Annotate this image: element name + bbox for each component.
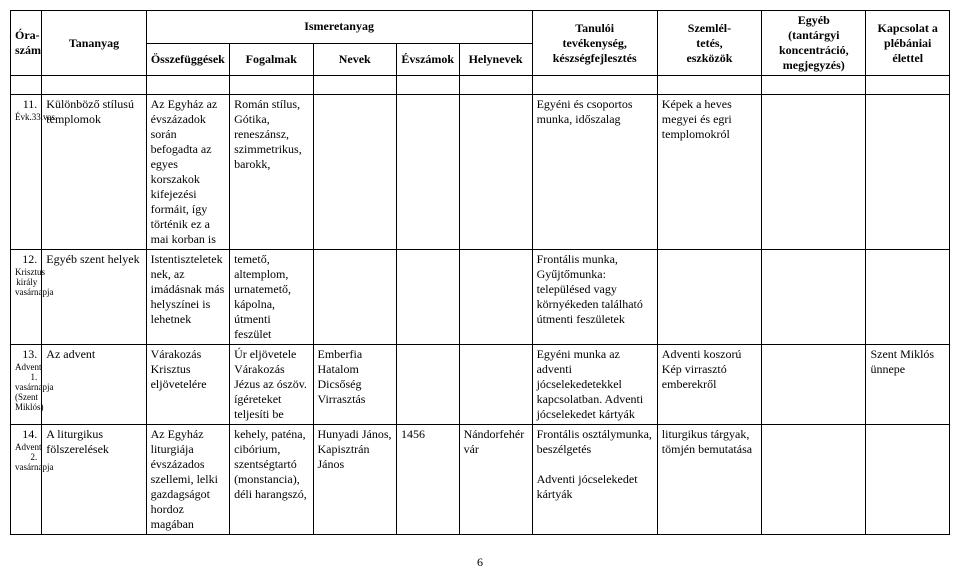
header-activity: Tanulóitevékenység,készségfejlesztés [532, 11, 657, 76]
cell-c4: 1456 [396, 425, 459, 535]
header-sub4: Évszámok [396, 43, 459, 76]
cell-c2: Román stílus, Gótika, reneszánsz, szimme… [230, 95, 313, 250]
cell-c1: Várakozás Krisztus eljövetelére [146, 345, 229, 425]
cell-topic: Az advent [42, 345, 146, 425]
row-sub: Krisztus király vasárnapja [15, 267, 37, 297]
cell-tools: Képek a heves megyei és egri templomokró… [657, 95, 761, 250]
header-sub3: Nevek [313, 43, 396, 76]
cell-other [762, 425, 866, 535]
cell-life [866, 95, 950, 250]
cell-life: Szent Miklós ünnepe [866, 345, 950, 425]
cell-c3 [313, 250, 396, 345]
cell-c1: Az Egyház az évszázadok során befogadta … [146, 95, 229, 250]
row-num: 14.Advent 2. vasárnapja [11, 425, 42, 535]
table-row: 14.Advent 2. vasárnapjaA liturgikus föls… [11, 425, 950, 535]
header-other: Egyéb(tantárgyikoncentráció,megjegyzés) [762, 11, 866, 76]
row-sub: Advent 2. vasárnapja [15, 442, 37, 472]
row-num: 12.Krisztus király vasárnapja [11, 250, 42, 345]
cell-c5: Nándorfehér vár [459, 425, 532, 535]
cell-c4 [396, 250, 459, 345]
cell-life [866, 250, 950, 345]
cell-other [762, 95, 866, 250]
cell-c3 [313, 95, 396, 250]
table-row: 12.Krisztus király vasárnapjaEgyéb szent… [11, 250, 950, 345]
cell-c1: Az Egyház liturgiája évszázados szellemi… [146, 425, 229, 535]
cell-topic: Különböző stílusú templomok [42, 95, 146, 250]
cell-tools: liturgikus tárgyak, tömjén bemutatása [657, 425, 761, 535]
row-sub: Évk.33.vas. [15, 112, 37, 122]
row-num: 11.Évk.33.vas. [11, 95, 42, 250]
cell-c3: Hunyadi János, Kapisztrán János [313, 425, 396, 535]
cell-life [866, 425, 950, 535]
header-sub1: Összefüggések [146, 43, 229, 76]
cell-c4 [396, 95, 459, 250]
header-sub2: Fogalmak [230, 43, 313, 76]
cell-activity: Frontális munka, Gyűjtőmunka: települése… [532, 250, 657, 345]
cell-c2: temető, altemplom, urnatemető, kápolna, … [230, 250, 313, 345]
cell-activity: Egyéni és csoportos munka, időszalag [532, 95, 657, 250]
row-num: 13.Advent 1. vasárnapja (Szent Miklós) [11, 345, 42, 425]
header-topic: Tananyag [42, 11, 146, 76]
cell-tools: Adventi koszorú Kép virrasztó emberekről [657, 345, 761, 425]
cell-activity: Egyéni munka az adventi jócselekedetekke… [532, 345, 657, 425]
cell-c5 [459, 250, 532, 345]
table-row: 13.Advent 1. vasárnapja (Szent Miklós)Az… [11, 345, 950, 425]
cell-other [762, 250, 866, 345]
cell-c2: kehely, paténa, cibórium, szentségtartó … [230, 425, 313, 535]
header-life: Kapcsolat aplébániai élettel [866, 11, 950, 76]
cell-c2: Úr eljövetele Várakozás Jézus az ószöv. … [230, 345, 313, 425]
cell-topic: A liturgikus fölszerelések [42, 425, 146, 535]
header-sub5: Helynevek [459, 43, 532, 76]
table-row: 11.Évk.33.vas.Különböző stílusú templomo… [11, 95, 950, 250]
cell-c3: Emberfia Hatalom Dicsőség Virrasztás [313, 345, 396, 425]
curriculum-table: Óra-szám Tananyag Ismeretanyag Tanulóite… [10, 10, 950, 535]
header-tools: Szemlél-tetés,eszközök [657, 11, 761, 76]
cell-c5 [459, 345, 532, 425]
row-sub: Advent 1. vasárnapja (Szent Miklós) [15, 362, 37, 412]
cell-c4 [396, 345, 459, 425]
header-group: Ismeretanyag [146, 11, 532, 44]
cell-c1: Istentiszteletek nek, az imádásnak más h… [146, 250, 229, 345]
cell-c5 [459, 95, 532, 250]
header-num: Óra-szám [11, 11, 42, 76]
cell-topic: Egyéb szent helyek [42, 250, 146, 345]
cell-activity: Frontális osztálymunka, beszélgetésAdven… [532, 425, 657, 535]
cell-other [762, 345, 866, 425]
page-number: 6 [10, 555, 950, 570]
cell-tools [657, 250, 761, 345]
